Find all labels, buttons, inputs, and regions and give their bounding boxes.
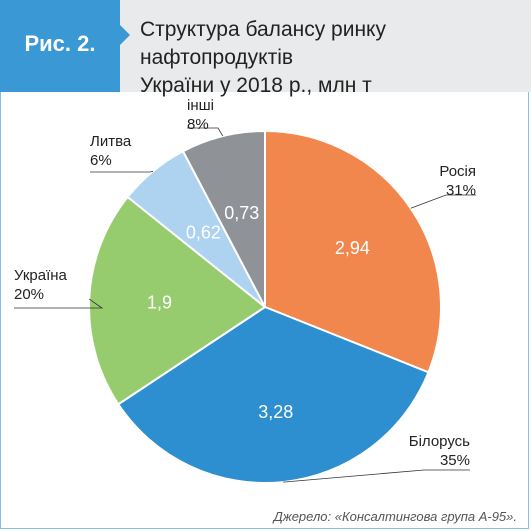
slice-name-label-0: Росія bbox=[439, 163, 476, 180]
slice-value-label-1: 3,28 bbox=[258, 402, 293, 422]
slice-value-label-2: 1,9 bbox=[147, 292, 172, 312]
slice-value-label-4: 0,73 bbox=[224, 203, 259, 223]
slice-percent-label-3: 6% bbox=[90, 152, 112, 169]
slice-name-label-1: Білорусь bbox=[409, 433, 470, 450]
figure-badge: Рис. 2. bbox=[0, 0, 120, 92]
chart-title: Структура балансу ринку нафтопродуктів У… bbox=[140, 16, 525, 100]
leader-line-3 bbox=[90, 170, 154, 173]
slice-name-label-3: Литва bbox=[90, 133, 132, 150]
pie-slice-1 bbox=[116, 305, 430, 484]
chart-title-line-1: Структура балансу ринку нафтопродуктів bbox=[140, 18, 386, 69]
slice-percent-label-1: 35% bbox=[440, 452, 470, 469]
chart-title-line-2: України у 2018 р., млн т bbox=[140, 74, 372, 97]
slice-name-label-4: інші bbox=[187, 97, 214, 114]
figure-label: Рис. 2. bbox=[24, 31, 96, 56]
source-note: Джерело: «Консалтингова група А-95». bbox=[273, 509, 517, 524]
leader-line-1 bbox=[283, 469, 470, 483]
badge-pointer bbox=[119, 24, 130, 46]
slice-name-label-2: Україна bbox=[14, 267, 68, 284]
leader-line-2 bbox=[14, 298, 104, 309]
slice-percent-label-2: 20% bbox=[14, 286, 44, 303]
leader-line-0 bbox=[410, 194, 476, 209]
slice-value-label-0: 2,94 bbox=[335, 238, 370, 258]
figure-header: Рис. 2. Структура балансу ринку нафтопро… bbox=[0, 0, 531, 97]
pie-slice-4 bbox=[181, 129, 266, 308]
leader-line-4 bbox=[187, 127, 224, 137]
slice-percent-label-4: 8% bbox=[187, 116, 209, 133]
slice-percent-label-0: 31% bbox=[446, 182, 476, 199]
slice-value-label-3: 0,62 bbox=[186, 222, 221, 242]
